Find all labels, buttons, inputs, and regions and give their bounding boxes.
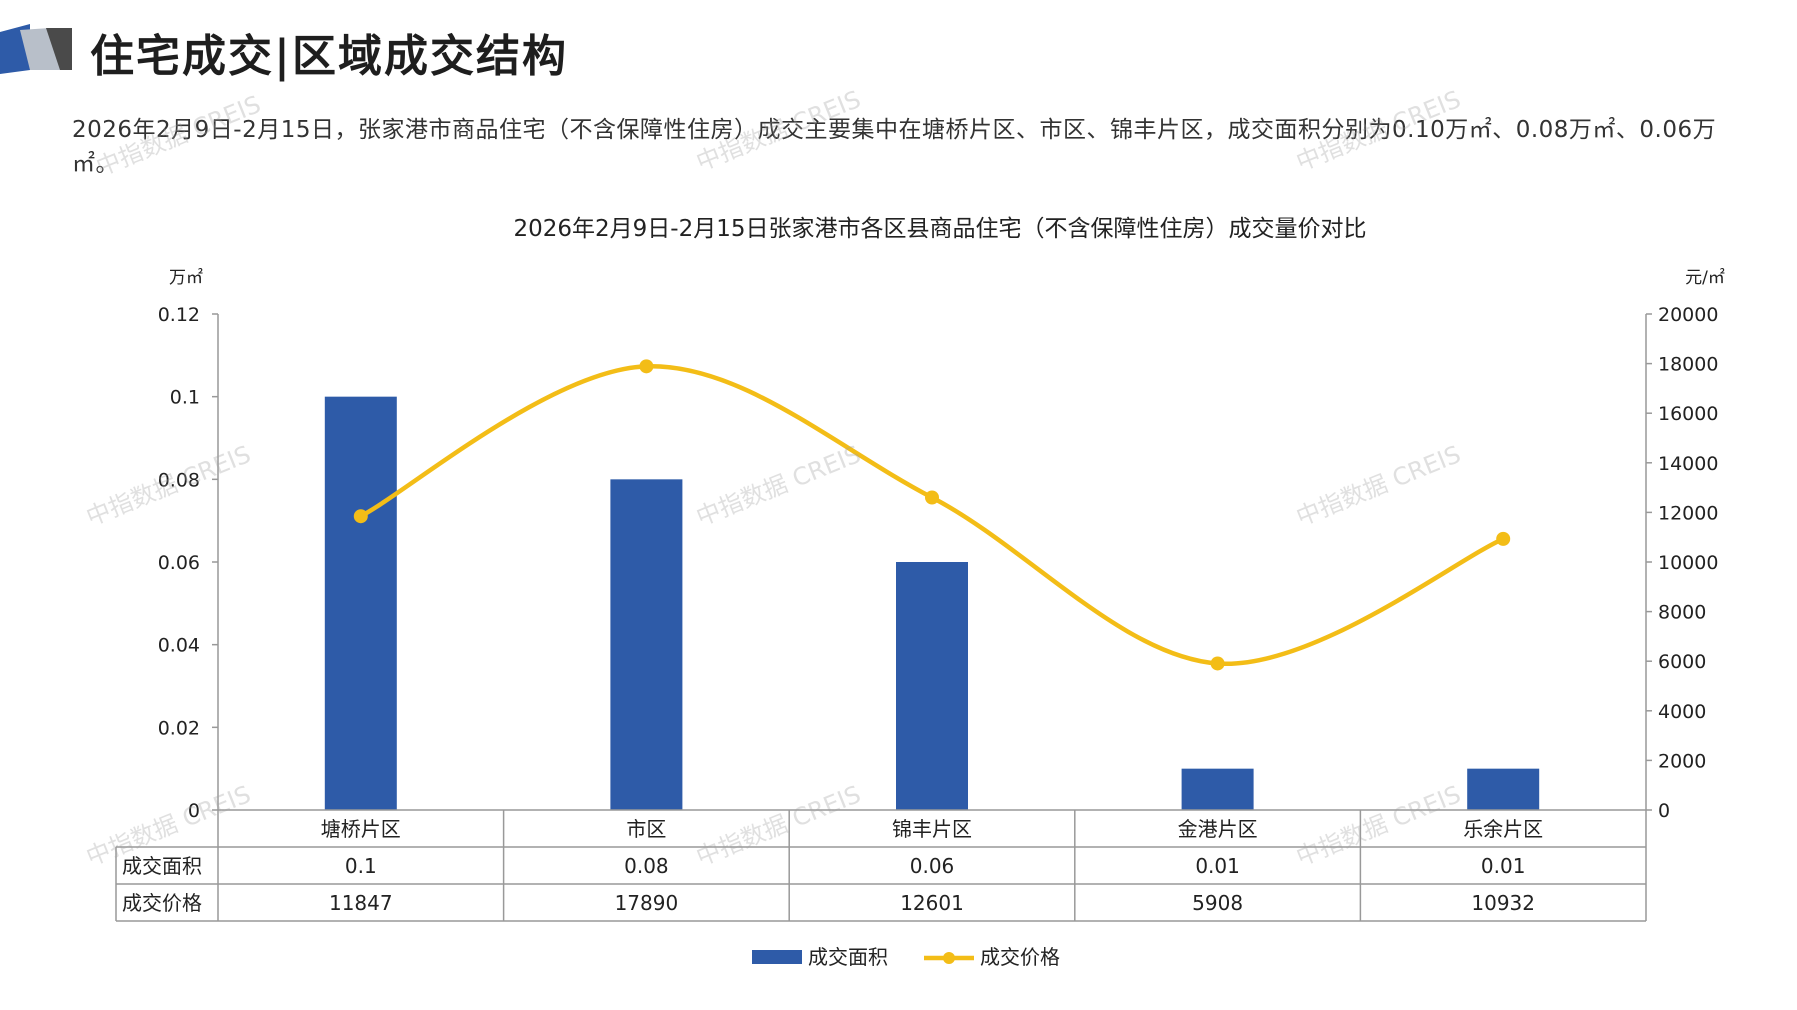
- bar-5: [1467, 768, 1540, 810]
- right-tick-label: 4000: [1658, 701, 1706, 723]
- left-tick-label: 0.04: [158, 635, 200, 657]
- bar-2: [610, 479, 683, 810]
- brand-logo-icon: [0, 24, 72, 74]
- right-tick-label: 2000: [1658, 750, 1706, 772]
- table-cell: 12601: [900, 891, 964, 915]
- right-tick-label: 12000: [1658, 502, 1718, 524]
- table-cell: 5908: [1192, 891, 1243, 915]
- table-cell: 0.01: [1481, 854, 1526, 878]
- table-cell: 0.01: [1195, 854, 1240, 878]
- left-tick-label: 0: [188, 800, 200, 822]
- page-title: 住宅成交|区域成交结构: [90, 31, 569, 82]
- table-cell: 0.06: [910, 854, 955, 878]
- left-tick-label: 0.06: [158, 552, 200, 574]
- table-cell: 0.1: [345, 854, 377, 878]
- price-point-1: [353, 509, 368, 524]
- left-axis-unit: 万㎡: [169, 268, 203, 288]
- category-label: 锦丰片区: [892, 817, 972, 841]
- left-tick-label: 0.02: [158, 717, 200, 739]
- right-tick-label: 10000: [1658, 552, 1718, 574]
- category-label: 市区: [626, 817, 666, 841]
- table-row-header: 成交价格: [122, 891, 202, 915]
- category-label: 金港片区: [1178, 817, 1258, 841]
- right-tick-label: 8000: [1658, 602, 1706, 624]
- price-point-3: [925, 490, 939, 505]
- bar-3: [896, 562, 968, 810]
- right-axis-unit: 元/㎡: [1685, 268, 1725, 288]
- right-tick-label: 20000: [1658, 304, 1718, 326]
- table-cell: 17890: [615, 891, 679, 915]
- category-label: 乐余片区: [1463, 817, 1543, 841]
- table-cell: 0.08: [624, 854, 669, 878]
- left-tick-label: 0.1: [170, 387, 200, 409]
- table-cell: 10932: [1471, 891, 1535, 915]
- right-tick-label: 0: [1658, 800, 1670, 822]
- table-cell: 11847: [329, 891, 393, 915]
- right-tick-label: 18000: [1658, 354, 1718, 376]
- right-tick-label: 14000: [1658, 453, 1718, 475]
- right-tick-label: 16000: [1658, 403, 1718, 425]
- left-tick-label: 0.12: [158, 304, 200, 326]
- bar-4: [1181, 768, 1254, 810]
- table-row-header: 成交面积: [122, 854, 202, 878]
- legend-line-marker: [943, 952, 955, 964]
- legend-line-label: 成交价格: [980, 945, 1060, 969]
- bar-1: [324, 396, 397, 810]
- legend-bar-label: 成交面积: [808, 945, 888, 969]
- price-point-2: [639, 359, 654, 374]
- right-tick-label: 6000: [1658, 651, 1706, 673]
- category-label: 塘桥片区: [321, 817, 401, 841]
- legend-bar-swatch: [752, 950, 802, 964]
- chart-title: 2026年2月9日-2月15日张家港市各区县商品住宅（不含保障性住房）成交量价对…: [514, 216, 1367, 242]
- left-tick-label: 0.08: [158, 469, 200, 491]
- price-point-4: [1210, 656, 1225, 671]
- price-point-5: [1496, 531, 1511, 546]
- summary-text: 2026年2月9日-2月15日，张家港市商品住宅（不含保障性住房）成交主要集中在…: [72, 117, 1717, 177]
